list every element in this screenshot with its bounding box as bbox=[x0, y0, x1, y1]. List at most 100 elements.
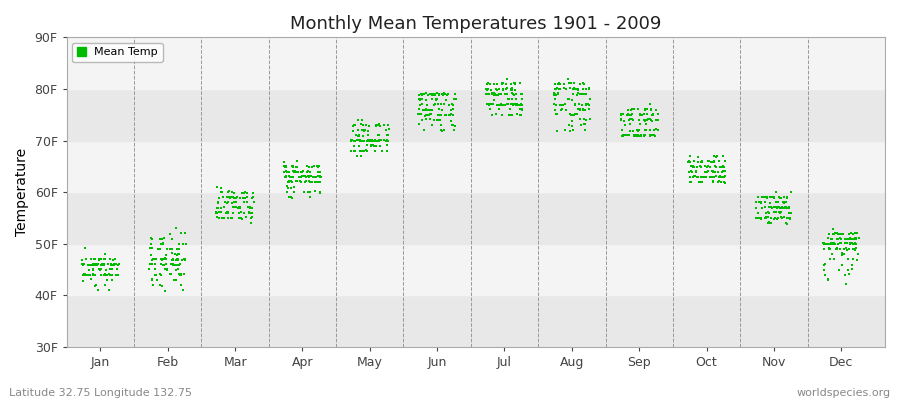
Point bbox=[448, 91, 463, 97]
Point bbox=[551, 90, 565, 96]
Point bbox=[86, 261, 100, 268]
Point bbox=[154, 261, 168, 268]
Point bbox=[754, 215, 769, 221]
Point bbox=[629, 132, 643, 138]
Point bbox=[645, 118, 660, 124]
Point bbox=[489, 111, 503, 118]
Point bbox=[428, 101, 442, 108]
Point bbox=[717, 174, 732, 180]
Point bbox=[849, 236, 863, 242]
Point bbox=[826, 240, 841, 246]
Point bbox=[344, 137, 358, 143]
Point bbox=[637, 116, 652, 123]
Point bbox=[428, 96, 443, 103]
Point bbox=[648, 117, 662, 124]
Point bbox=[688, 173, 702, 180]
Point bbox=[434, 127, 448, 134]
Point bbox=[844, 266, 859, 272]
Point bbox=[554, 107, 569, 113]
Point bbox=[691, 178, 706, 185]
Point bbox=[629, 126, 643, 133]
Point bbox=[284, 163, 299, 170]
Point bbox=[100, 277, 114, 283]
Point bbox=[845, 236, 859, 242]
Point bbox=[573, 122, 588, 128]
Point bbox=[620, 111, 634, 118]
Point bbox=[758, 194, 772, 200]
Point bbox=[94, 266, 108, 273]
Point bbox=[574, 122, 589, 128]
Point bbox=[232, 204, 247, 210]
Point bbox=[220, 194, 234, 200]
Point bbox=[92, 256, 106, 263]
Point bbox=[550, 111, 564, 118]
Point bbox=[849, 235, 863, 241]
Point bbox=[446, 111, 460, 118]
Point bbox=[245, 214, 259, 220]
Point bbox=[778, 199, 792, 205]
Point bbox=[707, 163, 722, 169]
Point bbox=[634, 112, 648, 118]
Point bbox=[367, 143, 382, 150]
Point bbox=[300, 163, 314, 169]
Point bbox=[564, 80, 579, 86]
Point bbox=[236, 194, 250, 201]
Point bbox=[154, 261, 168, 267]
Point bbox=[776, 199, 790, 206]
Point bbox=[835, 250, 850, 257]
Point bbox=[423, 116, 437, 123]
Point bbox=[382, 132, 396, 139]
Point bbox=[153, 235, 167, 242]
Point bbox=[717, 179, 732, 186]
Point bbox=[93, 267, 107, 273]
Point bbox=[221, 210, 236, 216]
Point bbox=[817, 240, 832, 246]
Point bbox=[76, 272, 90, 278]
Point bbox=[174, 271, 188, 278]
Point bbox=[772, 204, 787, 211]
Point bbox=[832, 235, 847, 242]
Point bbox=[708, 173, 723, 180]
Point bbox=[424, 92, 438, 98]
Point bbox=[841, 246, 855, 253]
Point bbox=[516, 106, 530, 112]
Point bbox=[77, 245, 92, 252]
Point bbox=[426, 91, 440, 98]
Point bbox=[104, 256, 118, 262]
Point bbox=[82, 262, 96, 268]
Point bbox=[285, 168, 300, 174]
Point bbox=[212, 198, 226, 205]
Point bbox=[583, 116, 598, 122]
Point bbox=[364, 137, 379, 143]
Point bbox=[209, 210, 223, 216]
Point bbox=[627, 132, 642, 139]
Point bbox=[97, 282, 112, 288]
Point bbox=[688, 164, 702, 170]
Point bbox=[842, 230, 857, 237]
Point bbox=[617, 118, 632, 124]
Point bbox=[749, 205, 763, 211]
Point bbox=[577, 121, 591, 128]
Point bbox=[168, 267, 183, 273]
Point bbox=[555, 106, 570, 112]
Point bbox=[506, 102, 520, 108]
Point bbox=[374, 137, 389, 143]
Point bbox=[826, 231, 841, 237]
Point bbox=[215, 189, 230, 196]
Point bbox=[76, 261, 91, 268]
Point bbox=[285, 163, 300, 170]
Point bbox=[490, 102, 504, 108]
Point bbox=[562, 85, 577, 92]
Point bbox=[489, 92, 503, 98]
Point bbox=[643, 132, 657, 139]
Point bbox=[80, 272, 94, 279]
Point bbox=[285, 164, 300, 170]
Point bbox=[346, 138, 361, 144]
Point bbox=[645, 112, 660, 118]
Point bbox=[499, 102, 513, 108]
Point bbox=[769, 199, 783, 206]
Point bbox=[110, 266, 124, 272]
Bar bbox=[67, 295, 885, 347]
Point bbox=[824, 236, 838, 242]
Point bbox=[706, 159, 721, 165]
